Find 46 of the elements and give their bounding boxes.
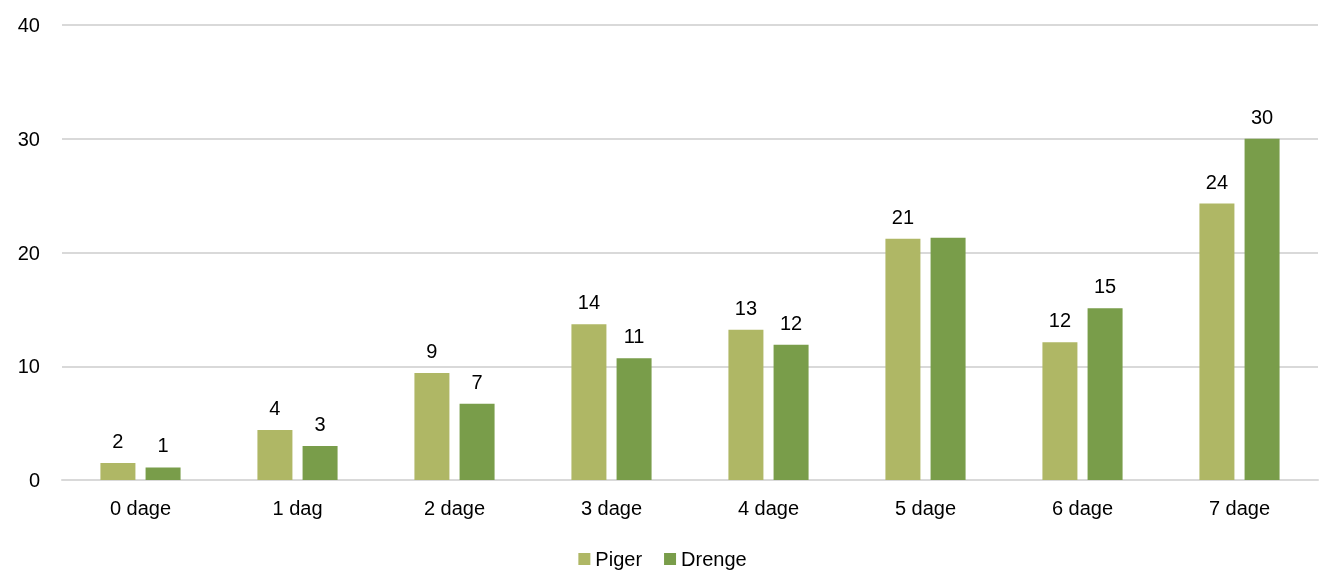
- bar: [100, 462, 136, 480]
- data-label: 12: [1048, 309, 1072, 332]
- bar: [1087, 308, 1123, 480]
- legend-label: Drenge: [681, 548, 747, 570]
- data-label: 3: [314, 412, 326, 435]
- x-tick-label: 6 dage: [1051, 497, 1114, 519]
- y-tick-label: 10: [17, 355, 40, 378]
- data-label: 9: [426, 340, 438, 363]
- bar: [1199, 203, 1235, 480]
- data-label: 15: [1093, 275, 1117, 298]
- x-tick-label: 2 dage: [423, 497, 486, 519]
- bar: [616, 358, 652, 480]
- bar: [885, 238, 921, 480]
- y-tick-label: 40: [17, 14, 40, 36]
- data-label: 14: [577, 291, 601, 314]
- data-label: 2: [112, 429, 124, 452]
- bar: [571, 324, 607, 480]
- x-tick-label: 7 dage: [1208, 497, 1271, 519]
- data-label: 4: [269, 396, 281, 419]
- data-label: 7: [471, 370, 483, 393]
- legend-label: Piger: [595, 548, 643, 570]
- bar: [773, 344, 809, 480]
- data-label: 12: [779, 311, 803, 334]
- data-label: 21: [891, 205, 915, 228]
- data-label: 1: [157, 434, 169, 457]
- bar: [459, 403, 495, 480]
- x-tick-label: 3 dage: [580, 497, 643, 519]
- x-tick-label: 5 dage: [894, 497, 957, 519]
- bar: [414, 373, 450, 480]
- bar: [930, 237, 966, 480]
- y-tick-label: 20: [17, 241, 40, 264]
- x-tick-label: 4 dage: [737, 497, 800, 519]
- bar: [145, 467, 181, 480]
- y-tick-label: 30: [17, 127, 40, 150]
- bar: [257, 429, 293, 480]
- bar: [302, 445, 338, 480]
- data-label: 11: [623, 325, 645, 348]
- bar: [1042, 342, 1078, 480]
- bar: [1244, 138, 1280, 480]
- x-tick-label: 0 dage: [109, 497, 172, 519]
- y-tick-label: 0: [28, 469, 40, 491]
- data-label: 30: [1250, 105, 1274, 128]
- data-label: 13: [734, 296, 758, 319]
- x-tick-label: 1 dag: [272, 497, 323, 519]
- data-label: 24: [1205, 170, 1229, 193]
- bar: [728, 329, 764, 480]
